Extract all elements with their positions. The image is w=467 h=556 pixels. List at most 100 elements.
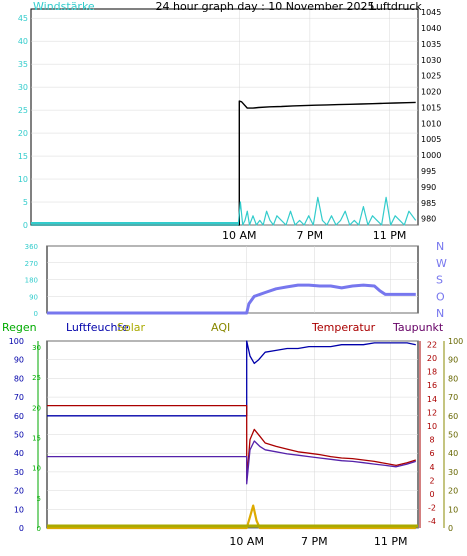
wind-tick-label: 25 bbox=[18, 106, 28, 115]
pressure-tick-label: 1005 bbox=[421, 135, 441, 144]
wind-tick-label: 20 bbox=[18, 129, 28, 138]
temperature-tick-label: -4 bbox=[428, 517, 436, 526]
time-axis-ticks-bottom: 10 AM 7 PM 11 PM bbox=[229, 535, 407, 548]
pressure-tick-label: 1035 bbox=[421, 40, 441, 49]
pressure-tick-label: 980 bbox=[421, 215, 436, 224]
direction-compass-label: S bbox=[436, 274, 443, 287]
solar-tick-label: 80 bbox=[448, 374, 458, 383]
direction-compass-label: W bbox=[436, 257, 447, 270]
wind-tick-label: 15 bbox=[18, 152, 28, 161]
temperature-tick-label: 0 bbox=[429, 490, 434, 499]
time-axis-ticks-top: 10 AM 7 PM 11 PM bbox=[222, 229, 406, 242]
direction-degree-ticks: 0 90 180 270 360 bbox=[25, 243, 38, 318]
wind-tick-label: 45 bbox=[18, 14, 28, 23]
direction-degree-label: 270 bbox=[25, 260, 38, 268]
pressure-tick-label: 1040 bbox=[421, 24, 441, 33]
rain-tick-label: 30 bbox=[32, 344, 41, 352]
direction-compass-label: N bbox=[436, 307, 444, 320]
legend-humidity: Luftfeuchte bbox=[66, 321, 129, 334]
direction-compass-label: O bbox=[436, 290, 445, 303]
direction-degree-label: 360 bbox=[25, 243, 38, 251]
pressure-tick-label: 990 bbox=[421, 183, 436, 192]
humidity-tick-label: 30 bbox=[14, 468, 24, 477]
humidity-axis-ticks: 0 10 20 30 40 50 60 70 80 90 100 bbox=[9, 337, 24, 533]
direction-degree-label: 90 bbox=[29, 293, 38, 301]
wind-tick-label: 30 bbox=[18, 83, 28, 92]
pressure-line bbox=[31, 100, 416, 226]
time-tick-label: 10 AM bbox=[229, 535, 264, 548]
rain-tick-label: 0 bbox=[37, 525, 41, 533]
temperature-tick-label: -2 bbox=[428, 504, 436, 513]
solar-tick-label: 60 bbox=[448, 412, 458, 421]
direction-compass-label: N bbox=[436, 240, 444, 253]
solar-tick-label: 90 bbox=[448, 356, 458, 365]
wind-tick-label: 35 bbox=[18, 60, 28, 69]
humidity-tick-label: 10 bbox=[14, 505, 24, 514]
temperature-axis-ticks: -4 -2 0 2 4 6 8 10 12 14 16 18 20 22 bbox=[427, 340, 437, 526]
rain-tick-label: 15 bbox=[32, 435, 41, 443]
solar-tick-label: 0 bbox=[448, 524, 453, 533]
pressure-tick-label: 1010 bbox=[421, 119, 441, 128]
humidity-tick-label: 40 bbox=[14, 449, 24, 458]
legend-aqi: AQI bbox=[211, 321, 230, 334]
solar-tick-label: 50 bbox=[448, 431, 458, 440]
wind-speed-line bbox=[31, 196, 417, 226]
humidity-tick-label: 20 bbox=[14, 487, 24, 496]
solar-tick-label: 30 bbox=[448, 468, 458, 477]
humidity-tick-label: 0 bbox=[19, 524, 24, 533]
legend-temperature: Temperatur bbox=[311, 321, 376, 334]
rain-axis-ticks: 0 5 10 15 20 25 30 bbox=[32, 344, 41, 533]
temperature-tick-label: 20 bbox=[427, 354, 437, 363]
wind-pressure-plot-frame bbox=[30, 8, 419, 226]
temperature-tick-label: 2 bbox=[429, 476, 434, 485]
wind-axis-title: Windstärke bbox=[33, 0, 95, 13]
time-tick-label: 7 PM bbox=[297, 229, 324, 242]
pressure-tick-label: 1015 bbox=[421, 103, 441, 112]
wind-tick-label: 40 bbox=[18, 37, 28, 46]
humidity-tick-label: 50 bbox=[14, 431, 24, 440]
pressure-tick-label: 1025 bbox=[421, 72, 441, 81]
legend-rain: Regen bbox=[2, 321, 37, 334]
solar-tick-label: 20 bbox=[448, 487, 458, 496]
time-tick-label: 10 AM bbox=[222, 229, 257, 242]
wind-direction-series bbox=[47, 283, 416, 315]
humidity-temperature-series bbox=[47, 340, 418, 530]
time-tick-label: 7 PM bbox=[301, 535, 328, 548]
temperature-tick-label: 8 bbox=[429, 436, 434, 445]
pressure-axis-title: Luftdruck bbox=[370, 0, 422, 13]
humidity-tick-label: 90 bbox=[14, 356, 24, 365]
temperature-tick-label: 4 bbox=[429, 463, 434, 472]
chart-title: 24 hour graph day : 10 November 2025 bbox=[155, 0, 374, 13]
pressure-tick-label: 995 bbox=[421, 167, 436, 176]
direction-degree-label: 180 bbox=[25, 277, 38, 285]
temperature-tick-label: 18 bbox=[427, 368, 437, 377]
dewpoint-line bbox=[47, 440, 416, 485]
solar-tick-label: 100 bbox=[448, 337, 463, 346]
humidity-line bbox=[47, 340, 416, 417]
direction-degree-label: 0 bbox=[34, 310, 38, 318]
pressure-tick-label: 1020 bbox=[421, 88, 441, 97]
temperature-tick-label: 22 bbox=[427, 340, 437, 349]
time-tick-label: 11 PM bbox=[374, 535, 408, 548]
rain-tick-label: 5 bbox=[37, 495, 41, 503]
humidity-tick-label: 100 bbox=[9, 337, 24, 346]
wind-tick-label: 10 bbox=[18, 175, 28, 184]
legend-solar: Solar bbox=[117, 321, 146, 334]
temperature-tick-label: 14 bbox=[427, 395, 437, 404]
pressure-tick-label: 1030 bbox=[421, 56, 441, 65]
solar-axis-ticks: 0 10 20 30 40 50 60 70 80 90 100 bbox=[448, 337, 463, 533]
pressure-tick-label: 1000 bbox=[421, 151, 441, 160]
solar-tick-label: 70 bbox=[448, 393, 458, 402]
humidity-tick-label: 80 bbox=[14, 374, 24, 383]
temperature-tick-label: 12 bbox=[427, 408, 437, 417]
time-tick-label: 11 PM bbox=[373, 229, 407, 242]
temperature-tick-label: 6 bbox=[429, 449, 434, 458]
wind-axis-ticks: 0 5 10 15 20 25 30 35 40 45 bbox=[18, 14, 28, 230]
wind-direction-line bbox=[47, 283, 416, 315]
temperature-tick-label: 10 bbox=[427, 422, 437, 431]
humidity-tick-label: 60 bbox=[14, 412, 24, 421]
solar-tick-label: 10 bbox=[448, 505, 458, 514]
legend-dewpoint: Taupunkt bbox=[392, 321, 444, 334]
